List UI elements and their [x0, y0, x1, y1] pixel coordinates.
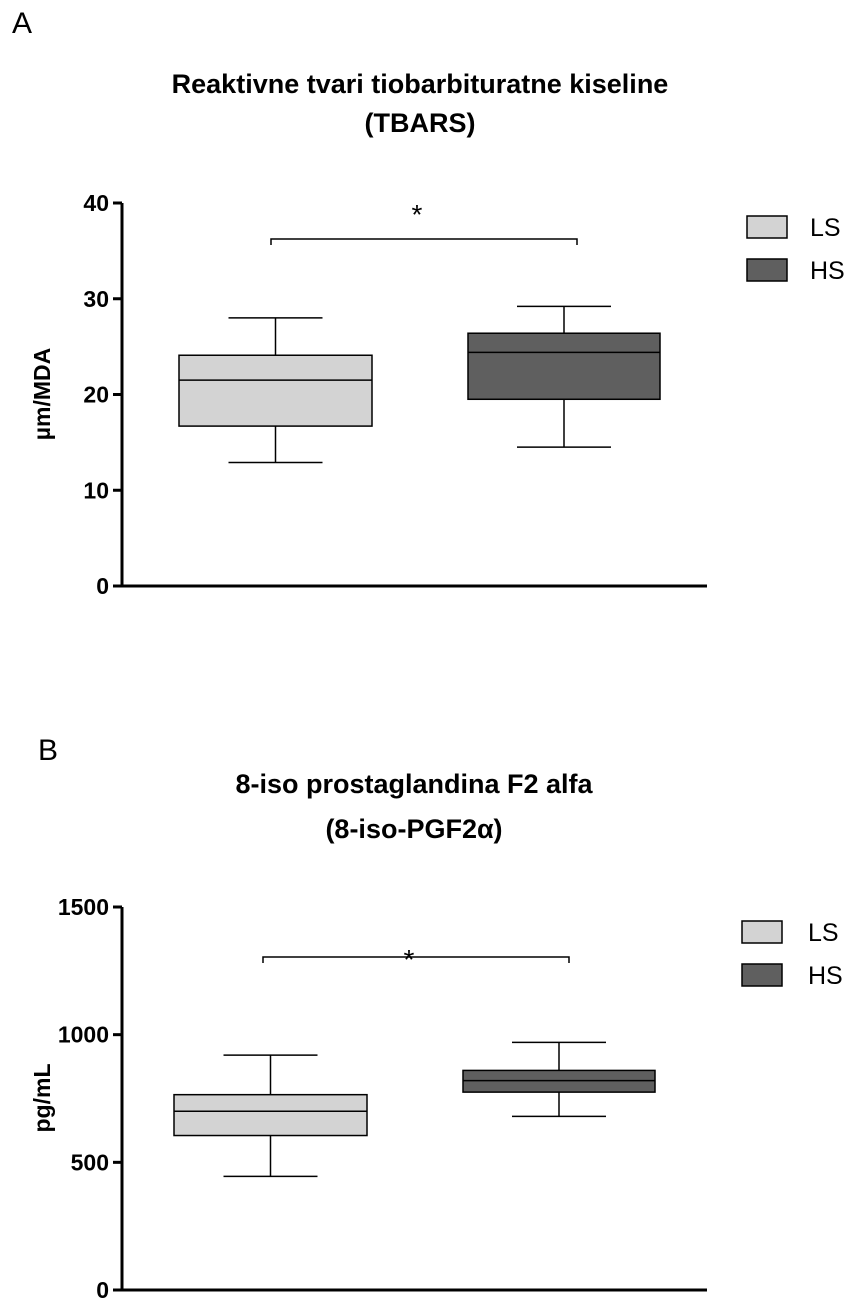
box-iqr [178, 354, 373, 427]
legend-label-ls: LS [808, 919, 839, 947]
legend-swatch-hs [746, 258, 788, 282]
legend-label-ls: LS [810, 214, 841, 242]
box-ls [173, 1054, 368, 1178]
chart-subtitle: (8-iso-PGF2α) [325, 814, 502, 844]
legend: LS HS [741, 919, 843, 990]
chart-title: Reaktivne tvari tiobarbituratne kiseline [172, 69, 669, 99]
y-tick-label: 500 [71, 1149, 109, 1175]
significance-bracket [262, 956, 570, 963]
box-iqr [173, 1093, 368, 1137]
legend-label-hs: HS [808, 962, 843, 990]
panel-letter: A [12, 7, 32, 40]
panel-a: A Reaktivne tvari tiobarbituratne kiselin… [12, 7, 845, 599]
chart-subtitle: (TBARS) [365, 108, 476, 138]
y-tick-label: 10 [83, 477, 109, 503]
y-tick-label: 40 [83, 190, 109, 216]
significance-marker: * [412, 199, 423, 230]
box-hs [462, 1041, 656, 1118]
chart-title: 8-iso prostaglandina F2 alfa [235, 769, 593, 799]
legend: LS HS [746, 214, 845, 285]
box-hs [467, 305, 661, 448]
box-iqr [467, 332, 661, 401]
y-tick-label: 1500 [58, 894, 109, 920]
box-ls [178, 317, 373, 464]
panel-b: B 8-iso prostaglandina F2 alfa (8-iso-PGF2… [29, 734, 843, 1301]
y-axis-label: pg/mL [29, 1064, 55, 1133]
significance-marker: * [404, 944, 415, 975]
legend-swatch-hs [741, 963, 783, 987]
y-tick-label: 0 [96, 573, 109, 599]
y-tick-label: 30 [83, 286, 109, 312]
significance-bracket [270, 238, 578, 245]
y-tick-label: 0 [96, 1277, 109, 1301]
legend-label-hs: HS [810, 257, 845, 285]
panel-letter: B [38, 734, 58, 767]
legend-swatch-ls [741, 920, 783, 944]
y-tick-label: 1000 [58, 1022, 109, 1048]
legend-swatch-ls [746, 215, 788, 239]
y-tick-label: 20 [83, 382, 109, 408]
y-axis-label: µm/MDA [29, 348, 55, 440]
